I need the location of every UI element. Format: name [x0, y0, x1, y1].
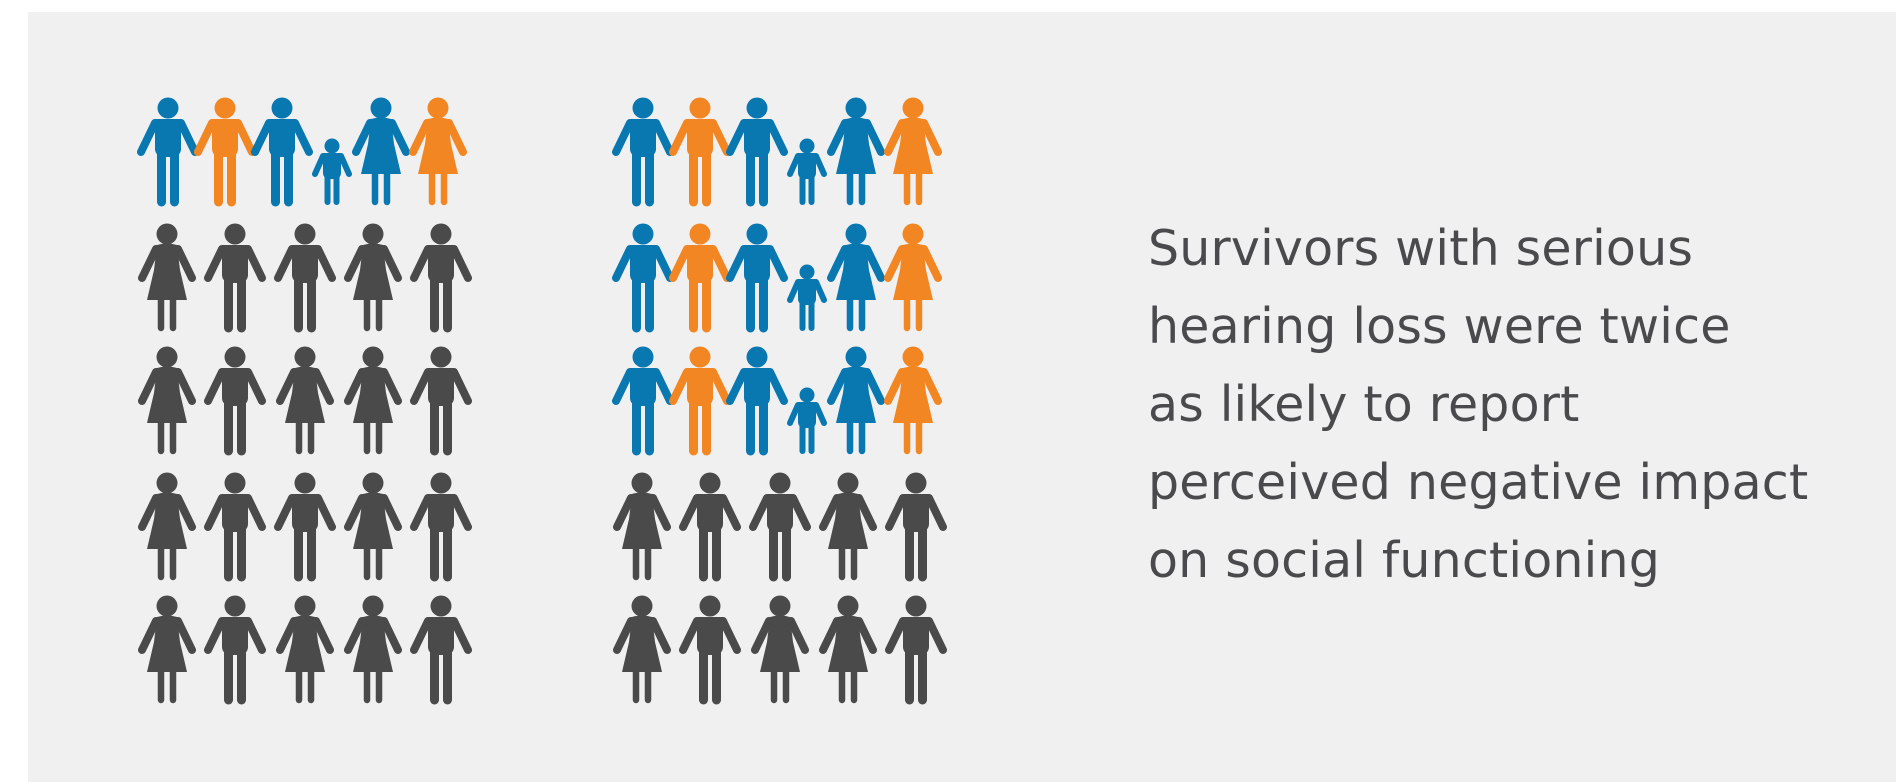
woman-figure-gray — [613, 472, 671, 581]
man-figure-blue — [726, 223, 788, 333]
man-figure-orange — [194, 97, 256, 207]
woman-figure-blue — [827, 346, 885, 455]
man-figure-orange — [669, 346, 731, 456]
man-figure-gray — [410, 472, 472, 582]
child-figure-blue — [787, 138, 827, 205]
woman-figure-gray — [751, 595, 809, 704]
woman-figure-gray — [276, 346, 334, 455]
man-figure-gray — [749, 472, 811, 582]
man-figure-gray — [679, 595, 741, 705]
woman-figure-gray — [819, 472, 877, 581]
man-figure-blue — [612, 97, 674, 207]
man-figure-gray — [204, 472, 266, 582]
woman-figure-blue — [827, 223, 885, 332]
child-figure-blue — [312, 138, 352, 205]
child-figure-blue — [787, 387, 827, 454]
man-figure-orange — [669, 97, 731, 207]
man-figure-blue — [612, 223, 674, 333]
woman-figure-gray — [344, 223, 402, 332]
caption-line-5: on social functioning — [1148, 532, 1661, 589]
woman-figure-gray — [276, 595, 334, 704]
woman-figure-gray — [344, 346, 402, 455]
woman-figure-orange — [884, 346, 942, 455]
woman-figure-gray — [344, 595, 402, 704]
woman-figure-gray — [138, 223, 196, 332]
man-figure-gray — [410, 223, 472, 333]
man-figure-blue — [251, 97, 313, 207]
man-figure-blue — [137, 97, 199, 207]
woman-figure-gray — [819, 595, 877, 704]
woman-figure-gray — [138, 595, 196, 704]
woman-figure-gray — [613, 595, 671, 704]
caption-line-4: perceived negative impact — [1148, 454, 1809, 511]
man-figure-gray — [204, 346, 266, 456]
woman-figure-blue — [827, 97, 885, 206]
child-figure-blue — [787, 264, 827, 331]
man-figure-gray — [204, 595, 266, 705]
man-figure-gray — [274, 223, 336, 333]
woman-figure-orange — [884, 223, 942, 332]
woman-figure-gray — [344, 472, 402, 581]
woman-figure-gray — [138, 472, 196, 581]
man-figure-gray — [274, 472, 336, 582]
woman-figure-blue — [352, 97, 410, 206]
caption-line-2: hearing loss were twice — [1148, 298, 1731, 355]
man-figure-gray — [885, 595, 947, 705]
man-figure-orange — [669, 223, 731, 333]
caption-line-3: as likely to report — [1148, 376, 1580, 433]
man-figure-gray — [410, 595, 472, 705]
caption-line-1: Survivors with serious — [1148, 220, 1694, 277]
infographic-slide: Survivors with serious hearing loss were… — [28, 12, 1896, 782]
caption-text: Survivors with serious hearing loss were… — [1148, 210, 1888, 600]
woman-figure-gray — [138, 346, 196, 455]
man-figure-blue — [726, 97, 788, 207]
woman-figure-orange — [409, 97, 467, 206]
man-figure-gray — [885, 472, 947, 582]
man-figure-blue — [726, 346, 788, 456]
man-figure-gray — [679, 472, 741, 582]
man-figure-gray — [204, 223, 266, 333]
people-pictograph — [137, 97, 947, 705]
man-figure-gray — [410, 346, 472, 456]
man-figure-blue — [612, 346, 674, 456]
woman-figure-orange — [884, 97, 942, 206]
